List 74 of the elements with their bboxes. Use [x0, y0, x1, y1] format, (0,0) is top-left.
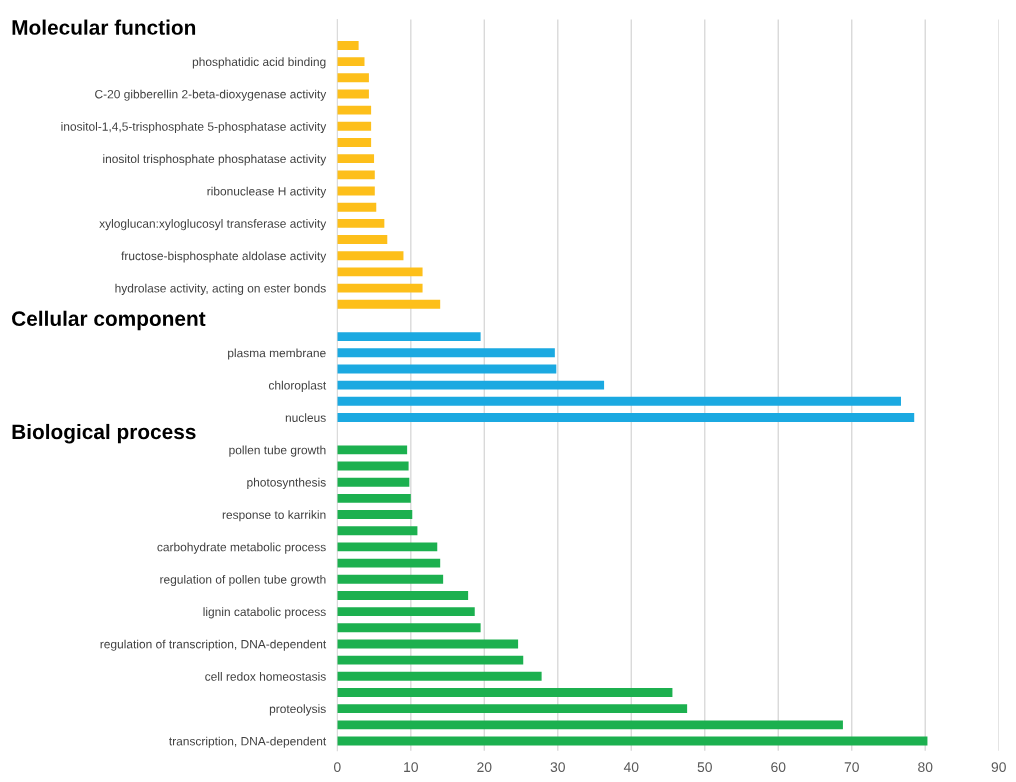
bar — [337, 736, 928, 746]
bar — [337, 445, 408, 455]
x-tick-label: 80 — [918, 762, 933, 773]
bar — [337, 607, 475, 617]
bar — [337, 235, 388, 244]
bar — [337, 574, 444, 584]
y-tick-label: inositol trisphosphate phosphatase activity — [103, 154, 327, 166]
bar — [337, 655, 524, 665]
bar — [337, 202, 377, 212]
bar — [337, 688, 673, 697]
bar — [337, 40, 359, 50]
bar — [337, 73, 369, 83]
bar — [337, 720, 843, 730]
bar — [337, 218, 385, 228]
bar — [337, 348, 555, 358]
bar — [337, 558, 441, 568]
bar — [337, 671, 542, 681]
y-tick-label: response to karrikin — [222, 510, 326, 522]
x-tick-label: 70 — [844, 762, 859, 773]
text: Biological process — [12, 423, 196, 444]
y-tick-label: pollen tube growth — [229, 445, 326, 457]
y-tick-label: nucleus — [285, 413, 326, 422]
bar — [337, 380, 605, 390]
bar — [337, 251, 404, 261]
y-tick-label: phosphatidic acid binding — [192, 57, 326, 69]
bar — [337, 510, 413, 519]
bar — [337, 493, 411, 503]
text: Molecular function — [12, 19, 196, 35]
bar — [337, 364, 557, 374]
bar — [337, 704, 688, 714]
bar — [337, 590, 469, 600]
bar — [337, 299, 441, 309]
y-tick-label: ribonuclease H activity — [207, 186, 327, 198]
y-tick-label: regulation of transcription, DNA-dependent — [100, 639, 327, 651]
y-tick-label: photosynthesis — [247, 477, 326, 489]
x-tick-label: 10 — [404, 762, 418, 773]
x-tick-label: 30 — [550, 762, 565, 773]
bar — [337, 461, 409, 471]
bar — [337, 639, 519, 649]
y-tick-label: C-20 gibberellin 2-beta-dioxygenase activity — [95, 89, 327, 101]
x-tick-label: 20 — [477, 762, 492, 773]
bar — [337, 57, 365, 67]
y-tick-label: hydrolase activity, acting on ester bonds — [115, 283, 326, 295]
bar — [337, 121, 372, 131]
y-tick-label: chloroplast — [268, 380, 327, 392]
bar — [337, 267, 423, 277]
x-tick-label: 40 — [623, 762, 639, 773]
x-tick-label: 60 — [771, 762, 786, 773]
text: Cellular component — [12, 310, 206, 331]
y-tick-label: regulation of pollen tube growth — [160, 574, 326, 587]
bar — [337, 283, 423, 293]
x-tick-label: 50 — [697, 762, 712, 773]
y-tick-label: cell redox homeostasis — [205, 671, 326, 681]
y-tick-label: lignin catabolic process — [203, 607, 326, 619]
bar — [337, 413, 915, 422]
y-tick-label: inositol-1,4,5-trisphosphate 5-phosphatase activity — [61, 121, 327, 134]
bar — [337, 623, 481, 633]
bar — [337, 542, 438, 552]
bar — [337, 526, 418, 536]
x-tick-label: 0 — [333, 762, 341, 773]
bar — [337, 477, 410, 487]
y-tick-label: transcription, DNA-dependent — [169, 736, 327, 748]
bar — [337, 154, 375, 164]
bar — [337, 332, 481, 342]
y-tick-label: xyloglucan:xyloglucosyl transferase activity — [99, 219, 327, 231]
y-tick-label: carbohydrate metabolic process — [157, 542, 326, 554]
y-tick-label: proteolysis — [269, 704, 326, 716]
bar — [337, 170, 375, 180]
x-tick-label: 90 — [991, 762, 1006, 773]
bar — [337, 138, 372, 147]
bar — [337, 105, 372, 115]
y-tick-label: fructose-bisphosphate aldolase activity — [121, 251, 327, 263]
y-tick-label: plasma membrane — [228, 348, 326, 360]
bar — [337, 396, 901, 406]
